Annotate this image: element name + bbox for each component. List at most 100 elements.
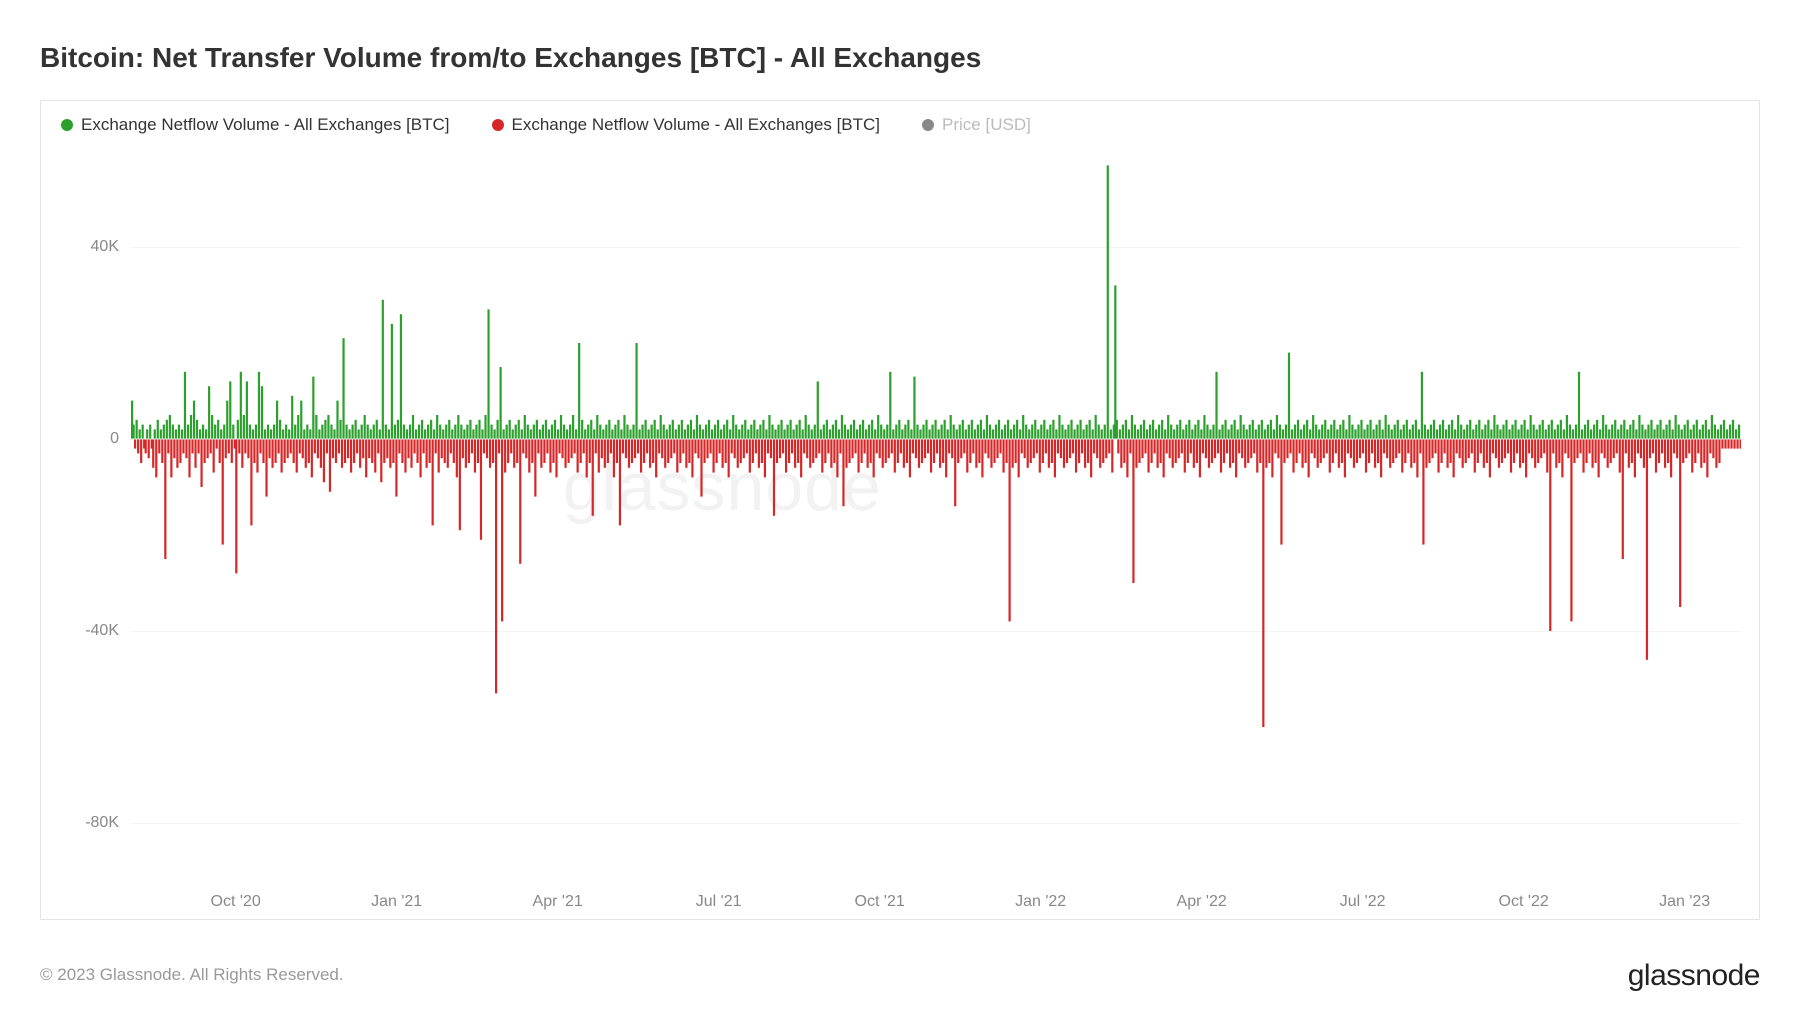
bar: [364, 415, 366, 439]
bar: [1152, 420, 1154, 439]
bar: [1424, 425, 1426, 439]
bar: [744, 420, 746, 439]
bar: [442, 429, 444, 439]
bar: [679, 439, 681, 463]
bar: [527, 425, 529, 439]
bar: [654, 420, 656, 439]
bar: [1357, 425, 1359, 439]
bar: [534, 439, 536, 497]
bar: [963, 439, 965, 453]
bar: [333, 429, 335, 439]
bar: [238, 439, 240, 453]
bar: [152, 439, 154, 468]
bar: [1537, 439, 1539, 463]
bar: [432, 439, 434, 525]
bar: [1076, 425, 1078, 439]
bar: [909, 439, 911, 477]
bar: [217, 420, 219, 439]
bar: [596, 415, 598, 439]
bar: [1004, 425, 1006, 439]
bar: [1217, 439, 1219, 453]
bar: [1067, 425, 1069, 439]
bar: [1534, 439, 1536, 468]
bar: [1655, 439, 1657, 473]
bar: [1298, 439, 1300, 453]
bar: [462, 439, 464, 458]
bar: [1717, 429, 1719, 439]
bar: [1641, 425, 1643, 439]
bar: [1224, 420, 1226, 439]
bar: [995, 425, 997, 439]
bar: [211, 415, 213, 439]
bar: [1163, 439, 1165, 477]
bar: [895, 425, 897, 439]
bar: [1108, 439, 1110, 453]
bar: [1283, 439, 1285, 463]
bar: [418, 425, 420, 439]
bar: [1167, 415, 1169, 439]
bar: [984, 439, 986, 453]
bar: [796, 425, 798, 439]
bar: [415, 429, 417, 439]
bar: [1380, 439, 1382, 477]
bar: [1087, 439, 1089, 463]
bar: [1336, 429, 1338, 439]
bar: [1182, 429, 1184, 439]
bar: [1342, 420, 1344, 439]
bar: [945, 439, 947, 477]
bar: [1289, 439, 1291, 453]
bar: [1451, 420, 1453, 439]
bar: [993, 439, 995, 463]
bar: [687, 425, 689, 439]
bar: [1261, 420, 1263, 439]
bar: [1057, 439, 1059, 453]
bar: [975, 439, 977, 468]
bar: [1093, 439, 1095, 453]
bar: [898, 420, 900, 439]
bar: [1271, 439, 1273, 477]
bar: [1675, 415, 1677, 439]
bar: [1601, 439, 1603, 453]
bar: [274, 439, 276, 463]
bar: [634, 439, 636, 458]
bar: [1025, 425, 1027, 439]
bar: [641, 425, 643, 439]
bar: [1726, 429, 1728, 439]
bar: [1570, 439, 1572, 621]
bar: [1211, 439, 1213, 463]
bar: [1658, 439, 1660, 463]
bar: [519, 439, 521, 564]
legend-label-muted: Price [USD]: [942, 115, 1031, 135]
x-tick-label: Apr '22: [1177, 893, 1227, 911]
bar: [900, 439, 902, 453]
bar: [327, 415, 329, 439]
bar: [398, 439, 400, 453]
bar: [1456, 439, 1458, 453]
bar: [882, 439, 884, 468]
bar: [1691, 439, 1693, 473]
bar: [771, 425, 773, 439]
bar: [779, 439, 781, 458]
bar: [1199, 439, 1201, 477]
bar: [1711, 415, 1713, 439]
bar: [971, 420, 973, 439]
bar: [383, 439, 385, 463]
bar: [927, 439, 929, 453]
bar: [1699, 429, 1701, 439]
x-tick-label: Jan '21: [371, 893, 422, 911]
bar: [1487, 420, 1489, 439]
bar: [802, 429, 804, 439]
bar: [1058, 415, 1060, 439]
bar: [1519, 439, 1521, 468]
bar: [1212, 425, 1214, 439]
bar: [1220, 439, 1222, 473]
bar: [558, 439, 560, 453]
bar: [1682, 439, 1684, 463]
bar: [1546, 439, 1548, 473]
bar: [660, 415, 662, 439]
bar: [799, 420, 801, 439]
bar: [803, 439, 805, 453]
bar: [385, 425, 387, 439]
bar: [1481, 429, 1483, 439]
bar: [1144, 439, 1146, 453]
